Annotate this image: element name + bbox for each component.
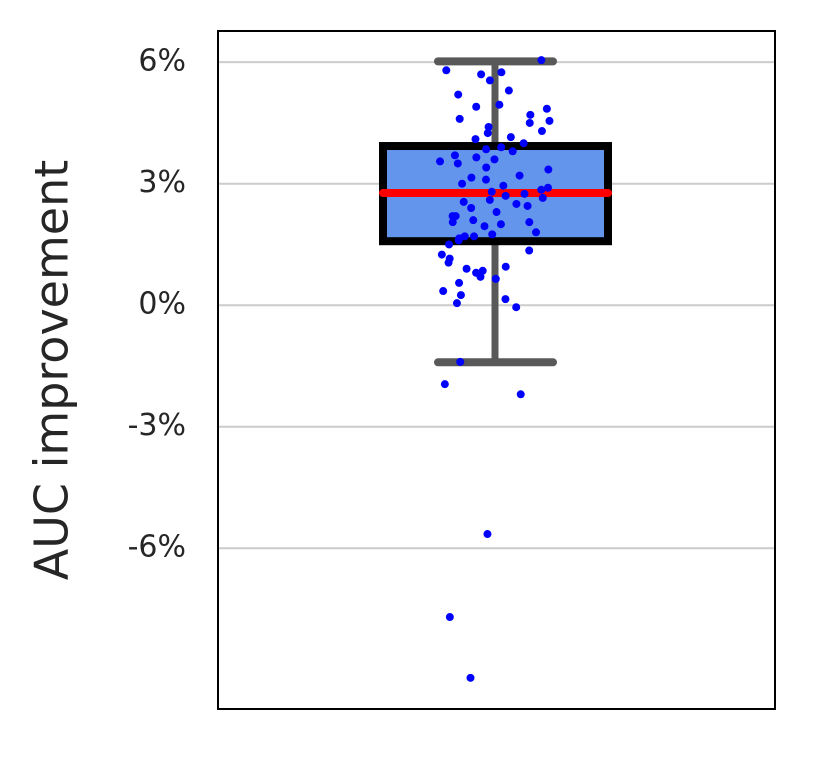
y-tick-label: 0% <box>138 287 186 322</box>
data-point <box>440 380 449 389</box>
data-point <box>454 236 463 245</box>
data-point <box>458 179 467 188</box>
y-axis-label: AUC improvement <box>25 160 79 581</box>
data-point <box>495 100 504 109</box>
data-point <box>470 232 479 241</box>
data-point <box>512 303 521 312</box>
data-point <box>448 218 457 227</box>
data-point <box>481 175 490 184</box>
data-point <box>501 191 510 200</box>
data-point <box>508 147 517 156</box>
data-point <box>538 193 547 202</box>
data-point <box>512 199 521 208</box>
data-point <box>501 295 510 304</box>
data-point <box>497 68 506 77</box>
plot-frame <box>217 30 776 710</box>
data-point <box>504 86 513 95</box>
data-point <box>543 183 552 192</box>
data-point <box>497 143 506 152</box>
data-point <box>472 102 481 111</box>
data-point <box>496 220 505 229</box>
data-point <box>448 212 457 221</box>
data-point <box>459 197 468 206</box>
data-point <box>545 116 554 125</box>
y-tick-label: -3% <box>128 408 186 443</box>
y-tick-label: 3% <box>138 165 186 200</box>
data-point <box>499 181 508 190</box>
data-point <box>452 299 461 308</box>
data-point <box>485 76 494 85</box>
data-point <box>445 240 454 249</box>
data-point <box>537 56 546 65</box>
data-point <box>454 90 463 99</box>
data-point <box>478 266 487 275</box>
data-point <box>444 258 453 267</box>
data-point <box>462 264 471 273</box>
data-point <box>472 153 481 162</box>
data-point <box>485 195 494 204</box>
data-point <box>482 145 491 154</box>
data-point <box>471 135 480 144</box>
data-point <box>436 157 445 166</box>
data-point <box>456 357 465 366</box>
data-point <box>484 122 493 131</box>
data-point <box>450 151 459 160</box>
data-point <box>537 185 546 194</box>
data-point <box>453 159 462 168</box>
data-point <box>482 163 491 172</box>
data-point <box>516 390 525 399</box>
data-point <box>437 250 446 259</box>
data-point <box>526 110 535 119</box>
data-point <box>455 114 464 123</box>
data-point <box>491 274 500 283</box>
data-point <box>525 118 534 127</box>
y-tick-label: -6% <box>128 530 186 565</box>
data-point <box>469 216 478 225</box>
data-point <box>488 230 497 239</box>
data-point <box>455 278 464 287</box>
data-point <box>442 66 451 75</box>
data-point <box>483 530 492 539</box>
data-point <box>492 208 501 217</box>
data-point <box>542 104 551 113</box>
data-point <box>532 228 541 237</box>
data-point <box>520 189 529 198</box>
data-point <box>480 222 489 231</box>
data-point <box>467 203 476 212</box>
data-point <box>476 272 485 281</box>
data-point <box>501 262 510 271</box>
data-point <box>490 155 499 164</box>
data-point <box>525 246 534 255</box>
data-point <box>467 173 476 182</box>
data-point <box>483 129 492 138</box>
data-point <box>523 201 532 210</box>
y-tick-label: 6% <box>138 44 186 79</box>
data-point <box>525 218 534 227</box>
data-point <box>515 171 524 180</box>
data-point <box>439 287 448 296</box>
data-point <box>537 127 546 136</box>
data-point <box>506 133 515 142</box>
data-point <box>519 139 528 148</box>
data-point <box>544 165 553 174</box>
data-point <box>466 673 475 682</box>
data-point <box>477 70 486 79</box>
data-point <box>445 613 454 622</box>
data-point <box>456 291 465 300</box>
data-point <box>487 187 496 196</box>
